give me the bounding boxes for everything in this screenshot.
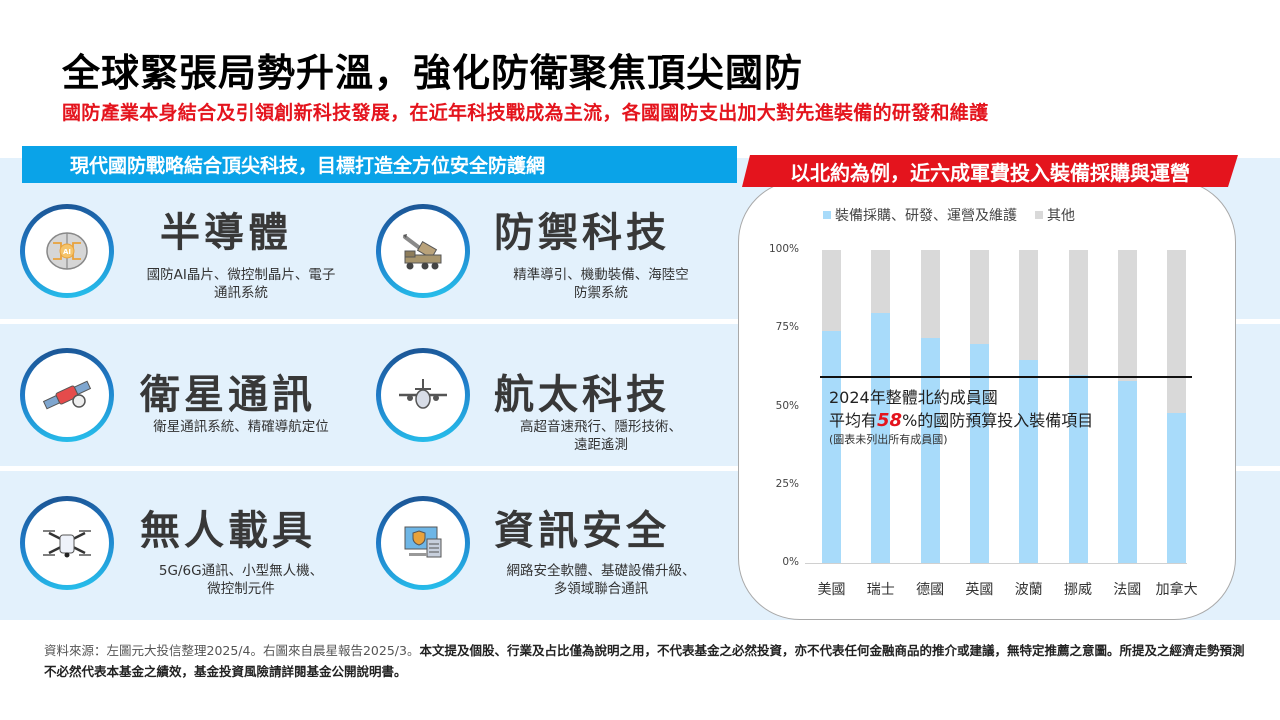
bar-segment-equipment: [1019, 359, 1039, 563]
legend-swatch: [823, 211, 831, 219]
tech-card-unmanned-vehicle: 無人載具 5G/6G通訊、小型無人機、 微控制元件: [18, 488, 378, 618]
bar-4: [1019, 250, 1039, 563]
bar-0: [822, 250, 841, 563]
tech-description: 國防AI晶片、微控制晶片、電子 通訊系統: [116, 266, 366, 302]
strategy-banner: 現代國防戰略結合頂尖科技，目標打造全方位安全防護網: [22, 146, 737, 183]
missile-launcher-truck-icon: [376, 204, 470, 298]
legend-swatch: [1035, 211, 1043, 219]
footnote: 資料來源：左圖元大投信整理2025/4。右圖來自晨星報告2025/3。本文提及個…: [44, 640, 1254, 682]
bar-segment-equipment: [1167, 412, 1187, 563]
tech-description: 衛星通訊系統、精確導航定位: [116, 418, 366, 436]
y-tick: 100%: [768, 243, 799, 255]
y-tick: 0%: [782, 556, 799, 568]
tech-description: 高超音速飛行、隱形技術、 遠距遙測: [476, 418, 726, 454]
tech-description: 5G/6G通訊、小型無人機、 微控制元件: [116, 562, 366, 598]
tech-title: 資訊安全: [494, 508, 670, 554]
legend-item-other: 其他: [1035, 205, 1075, 225]
x-axis-label: 美國: [817, 582, 846, 598]
annotation-text: 平均有: [829, 411, 878, 430]
annotation-text: %的國防預算投入裝備項目: [902, 411, 1094, 430]
nato-average-reference-line: [820, 376, 1192, 378]
tech-title: 無人載具: [140, 508, 316, 554]
desc-line: 遠距遙測: [574, 437, 628, 453]
source-note: 資料來源：左圖元大投信整理2025/4。右圖來自晨星報告2025/3。: [44, 643, 420, 658]
annotation-average: 平均有58%的國防預算投入裝備項目: [829, 407, 1093, 431]
desc-line: 精準導引、機動裝備、海陸空: [513, 267, 689, 283]
y-tick: 25%: [775, 478, 799, 490]
desc-line: 微控制元件: [207, 581, 275, 597]
bar-2: [920, 250, 940, 563]
ai-brain-chip-icon: AI: [20, 204, 114, 298]
page-title: 全球緊張局勢升溫，強化防衛聚焦頂尖國防: [62, 51, 804, 95]
tech-card-defense-tech: 防禦科技 精準導引、機動裝備、海陸空 防禦系統: [372, 196, 732, 326]
tech-card-semiconductor: AI 半導體 國防AI晶片、微控制晶片、電子 通訊系統: [18, 196, 378, 326]
bar-3: [969, 250, 989, 563]
cyber-security-computer-icon: [376, 496, 470, 590]
desc-line: 通訊系統: [214, 285, 268, 301]
airplane-icon: [376, 348, 470, 442]
annotation-percent: 58: [877, 410, 903, 431]
desc-line: 多領域聯合通訊: [553, 581, 649, 597]
legend-item-equipment: 裝備採購、研發、運營及維護: [823, 205, 1017, 225]
bar-segment-equipment: [969, 343, 989, 563]
annotation-title: 2024年整體北約成員國: [829, 388, 998, 407]
bar-7: [1167, 250, 1187, 563]
desc-line: 高超音速飛行、隱形技術、: [520, 419, 682, 435]
tech-title: 衛星通訊: [140, 372, 316, 418]
x-axis-label: 波蘭: [1014, 582, 1043, 598]
bar-segment-equipment: [1068, 375, 1088, 563]
x-axis-label: 挪威: [1064, 582, 1092, 598]
tech-title: 防禦科技: [494, 210, 670, 256]
bar-segment-equipment: [1117, 381, 1137, 563]
tech-card-satellite: 衛星通訊 衛星通訊系統、精確導航定位: [18, 340, 378, 470]
x-axis-label: 法國: [1113, 582, 1142, 598]
tech-title: 半導體: [160, 210, 292, 256]
legend-label: 裝備採購、研發、運營及維護: [835, 208, 1017, 224]
page-subtitle: 國防產業本身結合及引領創新科技發展，在近年科技戰成為主流，各國國防支出加大對先進…: [62, 102, 989, 124]
tech-card-cyber-security: 資訊安全 網路安全軟體、基礎設備升級、 多領域聯合通訊: [372, 488, 732, 618]
bar-6: [1117, 250, 1137, 563]
disclaimer: 本文提及個股、行業及占比僅為說明之用，不代表基金之必然投資，亦不代表任何金融商品…: [44, 643, 1245, 679]
tech-description: 網路安全軟體、基礎設備升級、 多領域聯合通訊: [476, 562, 726, 598]
bar-segment-equipment: [920, 337, 940, 563]
bar-1: [871, 250, 891, 563]
bar-segment-equipment: [822, 331, 841, 563]
chart-panel: 裝備採購、研發、運營及維護 其他 100% 75% 50% 25% 0% 美國 瑞…: [738, 180, 1236, 620]
legend-label: 其他: [1047, 208, 1075, 224]
x-axis-label: 瑞士: [866, 582, 895, 598]
chart-legend: 裝備採購、研發、運營及維護 其他: [823, 205, 1075, 225]
bar-5: [1068, 250, 1088, 563]
x-axis-label: 英國: [965, 582, 994, 598]
x-axis-label: 德國: [916, 582, 945, 598]
desc-line: 防禦系統: [574, 285, 628, 301]
tech-title: 航太科技: [494, 372, 670, 418]
y-tick: 75%: [775, 321, 799, 333]
satellite-icon: [20, 348, 114, 442]
svg-text:AI: AI: [63, 248, 71, 256]
x-axis-label: 加拿大: [1155, 582, 1198, 598]
chart-callout-banner: 以北約為例，近六成軍費投入裝備採購與運營: [742, 155, 1238, 187]
drone-icon: [20, 496, 114, 590]
desc-line: 網路安全軟體、基礎設備升級、: [506, 563, 696, 579]
desc-line: 國防AI晶片、微控制晶片、電子: [146, 267, 336, 283]
x-axis-baseline: [805, 563, 1187, 564]
tech-card-aerospace: 航太科技 高超音速飛行、隱形技術、 遠距遙測: [372, 340, 732, 470]
tech-description: 精準導引、機動裝備、海陸空 防禦系統: [476, 266, 726, 302]
y-tick: 50%: [775, 400, 799, 412]
bar-segment-equipment: [871, 312, 891, 563]
desc-line: 衛星通訊系統、精確導航定位: [153, 419, 329, 435]
annotation-note: (圖表未列出所有成員國): [829, 433, 948, 446]
desc-line: 5G/6G通訊、小型無人機、: [158, 563, 324, 579]
